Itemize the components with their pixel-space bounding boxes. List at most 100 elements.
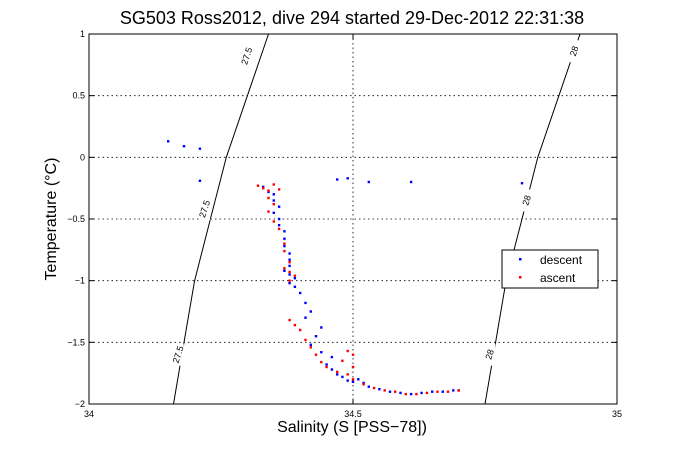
legend-marker-ascent bbox=[519, 276, 522, 279]
data-point-descent bbox=[420, 391, 423, 395]
data-point-descent bbox=[299, 291, 302, 295]
data-point-descent bbox=[378, 388, 381, 391]
data-points bbox=[167, 140, 524, 396]
data-point-descent bbox=[431, 390, 434, 393]
axis-ticks: 34 34.5 35 1 0.5 0 −0.5 −1 −1.5 −2 bbox=[67, 29, 622, 419]
data-point-ascent bbox=[309, 346, 312, 349]
data-point-descent bbox=[288, 273, 291, 276]
data-point-descent bbox=[452, 389, 455, 392]
data-point-ascent bbox=[272, 183, 275, 186]
data-point-descent bbox=[346, 379, 349, 382]
data-point-ascent bbox=[277, 227, 281, 231]
contour-line bbox=[173, 33, 269, 405]
data-point-ascent bbox=[283, 242, 286, 245]
data-point-descent bbox=[409, 392, 413, 396]
data-point-ascent bbox=[288, 270, 291, 274]
data-point-ascent bbox=[425, 391, 429, 395]
data-point-ascent bbox=[277, 188, 281, 191]
data-point-descent bbox=[399, 391, 402, 395]
data-point-descent bbox=[272, 211, 275, 214]
data-point-descent bbox=[277, 217, 281, 221]
data-point-descent bbox=[357, 378, 360, 381]
data-point-descent bbox=[320, 351, 323, 354]
data-point-descent bbox=[314, 335, 318, 338]
data-point-descent bbox=[288, 281, 291, 285]
data-point-descent bbox=[304, 316, 307, 319]
legend-marker-descent bbox=[519, 258, 522, 261]
data-point-descent bbox=[351, 380, 355, 383]
data-point-descent bbox=[362, 381, 365, 385]
data-point-descent bbox=[283, 230, 286, 233]
data-point-ascent bbox=[304, 338, 307, 342]
data-point-ascent bbox=[394, 390, 397, 393]
contour-label-bg bbox=[173, 343, 184, 366]
data-point-ascent bbox=[436, 390, 439, 393]
contour-label-bg bbox=[485, 343, 496, 366]
data-point-descent bbox=[388, 390, 392, 393]
y-axis-label: Temperature (°C) bbox=[43, 158, 60, 281]
data-point-ascent bbox=[272, 220, 275, 223]
data-point-ascent bbox=[341, 359, 344, 362]
data-point-descent bbox=[309, 343, 312, 346]
data-point-ascent bbox=[351, 353, 355, 356]
data-point-descent bbox=[167, 140, 170, 143]
data-point-descent bbox=[330, 368, 334, 371]
data-point-descent bbox=[520, 182, 524, 185]
grid-lines bbox=[89, 34, 617, 404]
y-tick-label: 0 bbox=[80, 152, 85, 162]
y-tick-label: 0.5 bbox=[72, 91, 85, 101]
data-point-descent bbox=[182, 145, 186, 148]
y-tick-label: −0.5 bbox=[67, 214, 85, 224]
data-point-ascent bbox=[288, 261, 291, 264]
x-tick-label: 34.5 bbox=[344, 409, 362, 419]
data-point-descent bbox=[288, 252, 291, 255]
contour-label-bg bbox=[522, 189, 533, 212]
data-point-ascent bbox=[325, 365, 328, 369]
data-point-ascent bbox=[267, 210, 270, 213]
legend-label-descent: descent bbox=[540, 253, 583, 267]
data-point-ascent bbox=[256, 184, 260, 187]
legend-box bbox=[501, 249, 599, 289]
data-point-descent bbox=[341, 375, 344, 379]
contour-label-bg bbox=[242, 45, 253, 68]
data-point-ascent bbox=[362, 383, 365, 386]
y-tick-label: −1.5 bbox=[67, 337, 85, 347]
data-point-descent bbox=[320, 326, 323, 329]
data-point-ascent bbox=[351, 378, 355, 381]
data-point-descent bbox=[304, 301, 307, 305]
data-point-descent bbox=[277, 224, 281, 227]
data-point-ascent bbox=[404, 392, 407, 396]
y-tick-label: −2 bbox=[75, 399, 85, 409]
data-point-descent bbox=[293, 277, 297, 280]
data-point-descent bbox=[198, 147, 202, 150]
data-point-descent bbox=[262, 185, 265, 189]
data-point-descent bbox=[293, 285, 297, 288]
data-point-ascent bbox=[272, 203, 275, 206]
data-point-descent bbox=[336, 373, 339, 376]
data-point-descent bbox=[367, 385, 370, 388]
x-tick-label: 34 bbox=[84, 409, 94, 419]
data-point-descent bbox=[346, 177, 349, 180]
contour-label: 28 bbox=[483, 348, 496, 361]
y-tick-label: −1 bbox=[75, 276, 85, 286]
data-point-ascent bbox=[346, 373, 349, 376]
contour-label: 28 bbox=[520, 194, 533, 207]
data-point-ascent bbox=[372, 386, 376, 390]
data-point-descent bbox=[336, 178, 339, 181]
y-tick-label: 1 bbox=[80, 29, 85, 39]
data-point-ascent bbox=[299, 328, 302, 332]
data-point-descent bbox=[441, 390, 444, 393]
data-point-descent bbox=[367, 180, 370, 184]
data-point-descent bbox=[309, 310, 312, 313]
data-point-descent bbox=[409, 180, 413, 184]
data-point-ascent bbox=[267, 189, 270, 192]
data-point-ascent bbox=[457, 389, 460, 392]
data-point-descent bbox=[272, 199, 275, 202]
data-point-ascent bbox=[283, 267, 286, 270]
data-point-ascent bbox=[383, 389, 386, 392]
data-point-ascent bbox=[351, 365, 355, 369]
x-tick-label: 35 bbox=[612, 409, 622, 419]
